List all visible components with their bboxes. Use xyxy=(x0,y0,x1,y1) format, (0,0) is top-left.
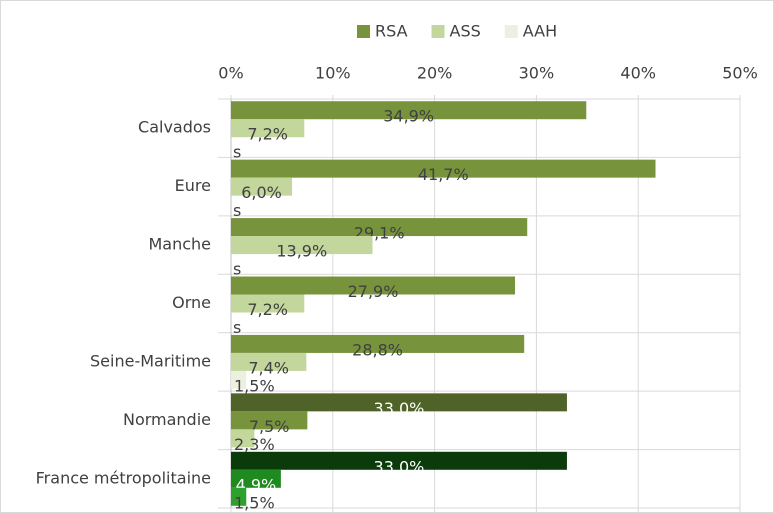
bar xyxy=(231,352,307,371)
x-tick-label: 30% xyxy=(519,64,555,83)
x-tick-label: 50% xyxy=(722,64,758,83)
data-label: 33,0% xyxy=(374,457,425,476)
y-tick-label: France métropolitaine xyxy=(36,468,211,487)
bar xyxy=(231,236,373,255)
y-tick-label: Orne xyxy=(172,293,211,312)
bar xyxy=(231,469,281,488)
legend-label: RSA xyxy=(375,22,408,41)
y-tick-label: Manche xyxy=(148,235,211,254)
bar xyxy=(231,177,293,196)
data-label: 41,7% xyxy=(418,165,469,184)
legend-swatch xyxy=(431,25,445,38)
data-label: 7,4% xyxy=(248,358,289,377)
data-label: 27,9% xyxy=(348,282,399,301)
bar xyxy=(231,334,525,353)
x-tick-label: 40% xyxy=(620,64,656,83)
bar xyxy=(231,411,308,430)
legend-swatch xyxy=(504,25,518,38)
data-label: s xyxy=(233,143,241,162)
bar xyxy=(231,159,656,178)
data-label: 34,9% xyxy=(383,107,434,126)
bar xyxy=(231,119,305,138)
data-label: 6,0% xyxy=(241,183,282,202)
y-tick-label: Seine-Maritime xyxy=(90,351,211,370)
bar xyxy=(231,370,247,389)
x-tick-label: 20% xyxy=(417,64,453,83)
data-label: 1,5% xyxy=(234,376,275,395)
data-label: 7,2% xyxy=(247,125,288,144)
bar xyxy=(231,294,305,313)
bar xyxy=(231,218,528,237)
data-label: 1,5% xyxy=(234,493,275,512)
x-tick-label: 0% xyxy=(218,64,243,83)
data-label: s xyxy=(233,201,241,220)
legend-label: ASS xyxy=(450,22,481,41)
bar xyxy=(231,429,255,448)
data-label: 13,9% xyxy=(276,242,327,261)
data-label: 2,3% xyxy=(234,435,275,454)
data-label: 28,8% xyxy=(352,340,403,359)
data-label: 7,2% xyxy=(247,300,288,319)
y-tick-label: Normandie xyxy=(123,410,211,429)
data-label: 7,5% xyxy=(249,417,290,436)
bar xyxy=(231,487,247,506)
data-label: s xyxy=(233,318,241,337)
data-label: s xyxy=(233,260,241,279)
x-tick-label: 10% xyxy=(315,64,351,83)
bar xyxy=(231,101,587,120)
legend-swatch xyxy=(357,25,370,38)
bar xyxy=(231,393,567,412)
y-tick-label: Eure xyxy=(175,176,211,195)
y-tick-label: Calvados xyxy=(138,118,211,137)
bar xyxy=(231,276,516,295)
legend-label: AAH xyxy=(523,22,557,41)
data-label: 33,0% xyxy=(374,399,425,418)
bar xyxy=(231,451,567,470)
